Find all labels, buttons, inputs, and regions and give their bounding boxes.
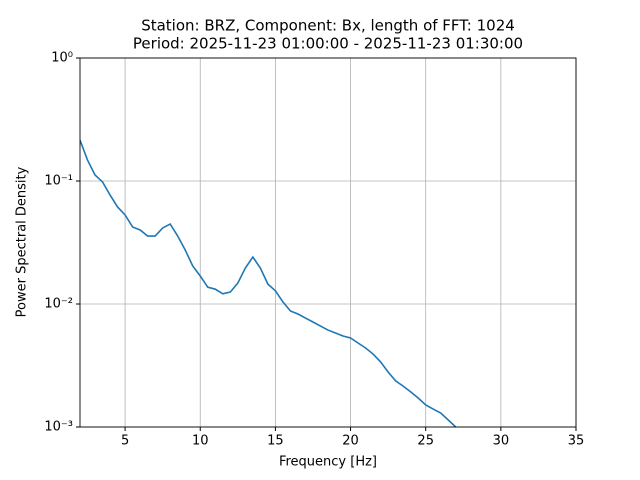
x-tick-label: 15 xyxy=(267,434,284,449)
x-tick-label: 20 xyxy=(342,434,359,449)
x-tick-label: 30 xyxy=(493,434,510,449)
x-tick-label: 10 xyxy=(192,434,209,449)
x-tick-label: 5 xyxy=(121,434,129,449)
y-tick-label: 10⁻³ xyxy=(44,420,73,435)
x-tick-label: 35 xyxy=(568,434,585,449)
x-tick-label: 25 xyxy=(417,434,434,449)
chart-title: Station: BRZ, Component: Bx, length of F… xyxy=(141,17,515,35)
x-axis-label: Frequency [Hz] xyxy=(279,455,377,470)
plot-frame xyxy=(79,57,577,428)
y-tick-label: 10⁻² xyxy=(44,297,73,312)
y-axis-label: Power Spectral Density xyxy=(15,166,30,317)
data-line xyxy=(80,139,457,427)
y-tick-label: 10⁰ xyxy=(51,51,73,66)
chart-subtitle: Period: 2025-11-23 01:00:00 - 2025-11-23… xyxy=(133,35,523,53)
y-tick-label: 10⁻¹ xyxy=(44,174,73,189)
